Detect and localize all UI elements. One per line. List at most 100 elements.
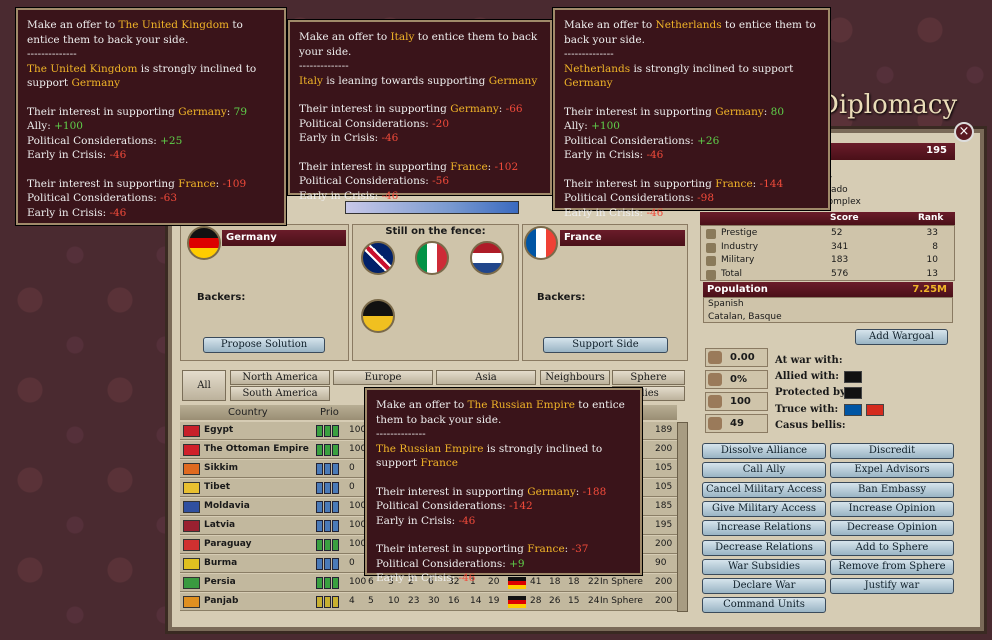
filter-tab[interactable]: South America [230,386,330,401]
relation-box: 100 [705,392,768,411]
action-button[interactable]: Command Units [702,597,826,614]
tooltip-text: is strongly inclined to support [630,62,794,75]
priority-box [332,577,339,589]
tooltip-text: Political Considerations: [299,175,433,187]
cell: 18 [549,577,561,587]
cell: 100 [349,520,367,530]
flag[interactable] [361,241,395,275]
filter-tab[interactable]: Sphere [612,370,685,385]
propose-button[interactable]: Propose Solution [203,337,325,353]
relation-label: Casus bellis: [775,419,846,431]
close-button[interactable]: × [954,122,974,142]
tooltip-block: Make an offer to Netherlands to entice t… [564,18,819,91]
action-button[interactable]: Give Military Access [702,500,826,517]
scrollbar[interactable] [677,422,688,612]
tooltip-text: The United Kingdom [27,62,138,75]
table-row[interactable]: Panjab 4 5 10 23 30 16 14 19 28 26 15 24 In Sphere 200 [180,593,677,611]
actions: Dissolve Alliance Discredit Call Ally Expel… [700,443,956,614]
tooltip-text: -37 [571,543,589,555]
tooltip: Make an offer to Italy to entice them to… [288,20,552,202]
flag[interactable] [361,299,395,333]
tooltip: Make an offer to Netherlands to entice t… [553,8,830,219]
tooltip-line: Early in Crisis: -46 [299,131,541,146]
action-button[interactable]: Cancel Military Access [702,481,826,498]
add-wargoal-button[interactable]: Add Wargoal [855,329,948,345]
cell: 100 [349,501,367,511]
filter-tab[interactable]: Europe [333,370,433,385]
crisis-progress [345,201,519,214]
cell: 22 [588,577,600,587]
priority-box [332,520,339,532]
action-button[interactable]: Remove from Sphere [830,558,954,575]
tooltip-text: -46 [381,189,399,202]
action-button[interactable]: War Subsidies [702,558,826,575]
relation-value: 100 [730,396,751,407]
tooltip-text: France [450,160,488,173]
tooltip-text: -56 [432,175,450,187]
action-button[interactable]: Declare War [702,578,826,595]
cell: 200 [655,577,673,587]
cell: 2 [408,577,414,587]
filter-tab[interactable]: Neighbours [540,370,610,385]
action-button[interactable]: Discredit [830,443,954,459]
priority-box [332,444,339,456]
priority-box [316,482,323,494]
tooltip-text: Political Considerations: [376,557,510,570]
tooltip-block: Their interest in supporting Germany: 79… [27,105,275,163]
stat-rank: 8 [932,241,938,252]
tooltip-block: Their interest in supporting France: -37… [376,542,631,586]
tooltip-text: 79 [233,105,248,118]
tooltip-text: -102 [494,160,519,173]
table-row[interactable]: Persia 100 6 3 2 6 32 1 20 41 18 18 22 In Sphere 200 [180,574,677,592]
cell: 30 [428,596,440,606]
tooltip-line: Political Considerations: -98 [564,191,819,206]
stat-rank: 10 [926,255,938,265]
flag[interactable] [470,241,504,275]
tooltip-line: Their interest in supporting Germany: -1… [376,485,631,500]
tooltip-text: France [420,457,458,469]
action-button[interactable]: Add to Sphere [830,539,954,556]
action-button[interactable]: Call Ally [702,462,826,479]
action-button[interactable]: Decrease Opinion [830,520,954,537]
tooltip-text: Their interest in supporting [27,105,179,118]
action-button[interactable]: Justify war [830,578,954,595]
action-button[interactable]: Increase Opinion [830,500,954,517]
tooltip-block: Make an offer to The United Kingdom to e… [27,18,275,91]
tooltip-line: Their interest in supporting France: -37 [376,542,631,557]
tooltip-text: Ally: [27,120,55,132]
flag [524,226,558,260]
cell: 200 [655,444,673,454]
tooltip-text: to entice them to back your side. [564,19,816,46]
priority-box [324,539,331,551]
score-header: Score [830,213,859,223]
action-button[interactable]: Increase Relations [702,520,826,537]
action-button[interactable]: Dissolve Alliance [702,443,826,459]
relations: 0.00 0% 100 49 At war with: Allied with: Prote… [700,348,955,436]
support-button[interactable]: Support Side [543,337,668,353]
tooltip-text: -------------- [564,48,614,60]
tooltip-text: -46 [646,149,664,161]
tooltip-text: Early in Crisis: [564,149,647,161]
stat-icon [706,229,716,239]
tooltip-text: -46 [109,149,127,161]
filter-all[interactable]: All [182,370,226,401]
col-header: Country [228,407,268,418]
tooltip-text: +25 [160,134,183,147]
filter-tab[interactable]: Asia [436,370,536,385]
action-button[interactable]: Expel Advisors [830,462,954,479]
relation-value: 49 [730,418,744,429]
action-button[interactable]: Ban Embassy [830,481,954,498]
tooltip-line: Their interest in supporting France: -10… [27,177,275,192]
priority-box [324,501,331,513]
action-button[interactable]: Decrease Relations [702,539,826,556]
culture: Spanish [708,299,744,309]
stat-score: 576 [831,268,849,279]
cell: 41 [530,577,542,587]
cell: 15 [568,596,580,606]
flag[interactable] [415,241,449,275]
relation-box: 0.00 [705,348,768,367]
tooltip-line: Make an offer to Netherlands to entice t… [564,18,819,47]
tooltip-text: -------------- [27,48,77,60]
tooltip: Make an offer to The Russian Empire to e… [365,388,642,584]
filter-tab[interactable]: North America [230,370,330,385]
